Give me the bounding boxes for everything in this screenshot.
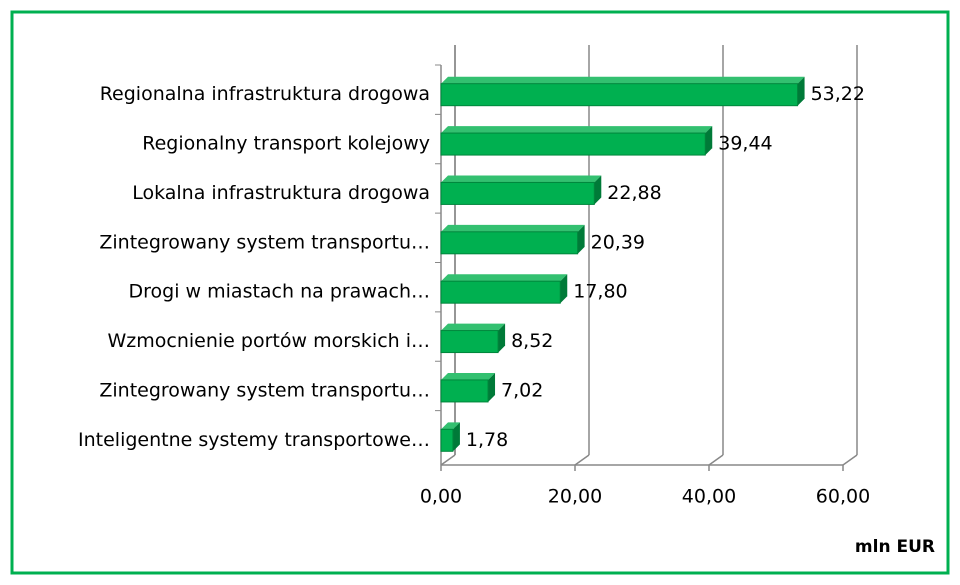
bar-side — [498, 323, 506, 353]
x-tick-label: 40,00 — [682, 486, 736, 508]
y-tick-label: Inteligentne systemy transportowe… — [78, 429, 430, 451]
x-tick-label: 60,00 — [816, 486, 870, 508]
bar-side — [452, 422, 460, 452]
y-tick-label: Zintegrowany system transportu… — [99, 231, 430, 253]
bar — [440, 330, 499, 354]
bar-side — [594, 175, 602, 205]
x-axis-label: mln EUR — [855, 537, 935, 557]
bar-top — [441, 274, 568, 282]
bar-side — [560, 274, 568, 304]
bar-top — [441, 372, 496, 380]
y-tick-label: Regionalna infrastruktura drogowa — [100, 83, 430, 105]
bar-top — [441, 323, 506, 331]
y-tick-label: Regionalny transport kolejowy — [142, 133, 430, 155]
value-label: 53,22 — [811, 83, 865, 105]
bar — [440, 181, 595, 205]
bar — [440, 83, 799, 107]
bar-top — [441, 126, 713, 134]
y-tick-label: Wzmocnienie portów morskich i… — [108, 330, 430, 352]
bar — [440, 379, 489, 403]
grid-line — [708, 454, 724, 466]
grid-line — [842, 454, 858, 466]
value-label: 8,52 — [511, 330, 553, 352]
y-tick-label: Lokalna infrastruktura drogowa — [132, 182, 430, 204]
grid-line — [440, 454, 456, 466]
bar — [440, 132, 706, 156]
y-tick-label: Zintegrowany system transportu… — [99, 379, 430, 401]
bar — [440, 231, 579, 255]
bar-side — [705, 126, 713, 156]
value-label: 39,44 — [718, 133, 772, 155]
x-tick-label: 0,00 — [420, 486, 462, 508]
bar — [440, 428, 454, 452]
value-label: 17,80 — [573, 281, 627, 303]
bar-top — [441, 422, 460, 430]
value-label: 7,02 — [501, 379, 543, 401]
bar-side — [488, 372, 496, 402]
bar-top — [441, 76, 805, 84]
value-label: 20,39 — [591, 231, 645, 253]
x-tick-label: 20,00 — [548, 486, 602, 508]
value-label: 1,78 — [466, 429, 508, 451]
bar-side — [797, 76, 805, 106]
bar-top — [441, 175, 602, 183]
value-label: 22,88 — [607, 182, 661, 204]
bar — [440, 280, 561, 304]
y-tick-label: Drogi w miastach na prawach… — [129, 281, 430, 303]
bar-top — [441, 224, 585, 232]
bar-side — [577, 224, 585, 254]
grid-line — [574, 454, 590, 466]
